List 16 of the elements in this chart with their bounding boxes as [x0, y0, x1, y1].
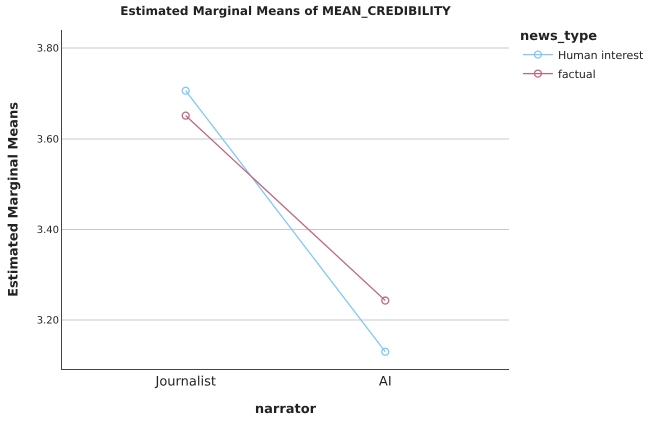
x-tick-label: Journalist — [154, 374, 216, 390]
x-tick-label: AI — [378, 374, 392, 390]
point — [381, 296, 390, 305]
legend-title: news_type — [520, 29, 598, 44]
point — [182, 86, 190, 95]
point — [182, 112, 190, 120]
y-tick-label: 3.20 — [36, 316, 59, 327]
y-tick-label: 3.40 — [36, 224, 59, 236]
point — [381, 348, 390, 356]
chart-title: Estimated Marginal Means of MEAN_CREDIBILITY — [120, 4, 452, 18]
y-axis-title: Estimated Marginal Means — [6, 102, 22, 297]
legend-label: Human interest — [558, 48, 644, 62]
x-axis-title: narrator — [254, 402, 317, 418]
y-tick-label: 3.80 — [36, 44, 59, 55]
legend-label: factual — [558, 68, 596, 81]
y-tick-label: 3.60 — [36, 134, 59, 146]
